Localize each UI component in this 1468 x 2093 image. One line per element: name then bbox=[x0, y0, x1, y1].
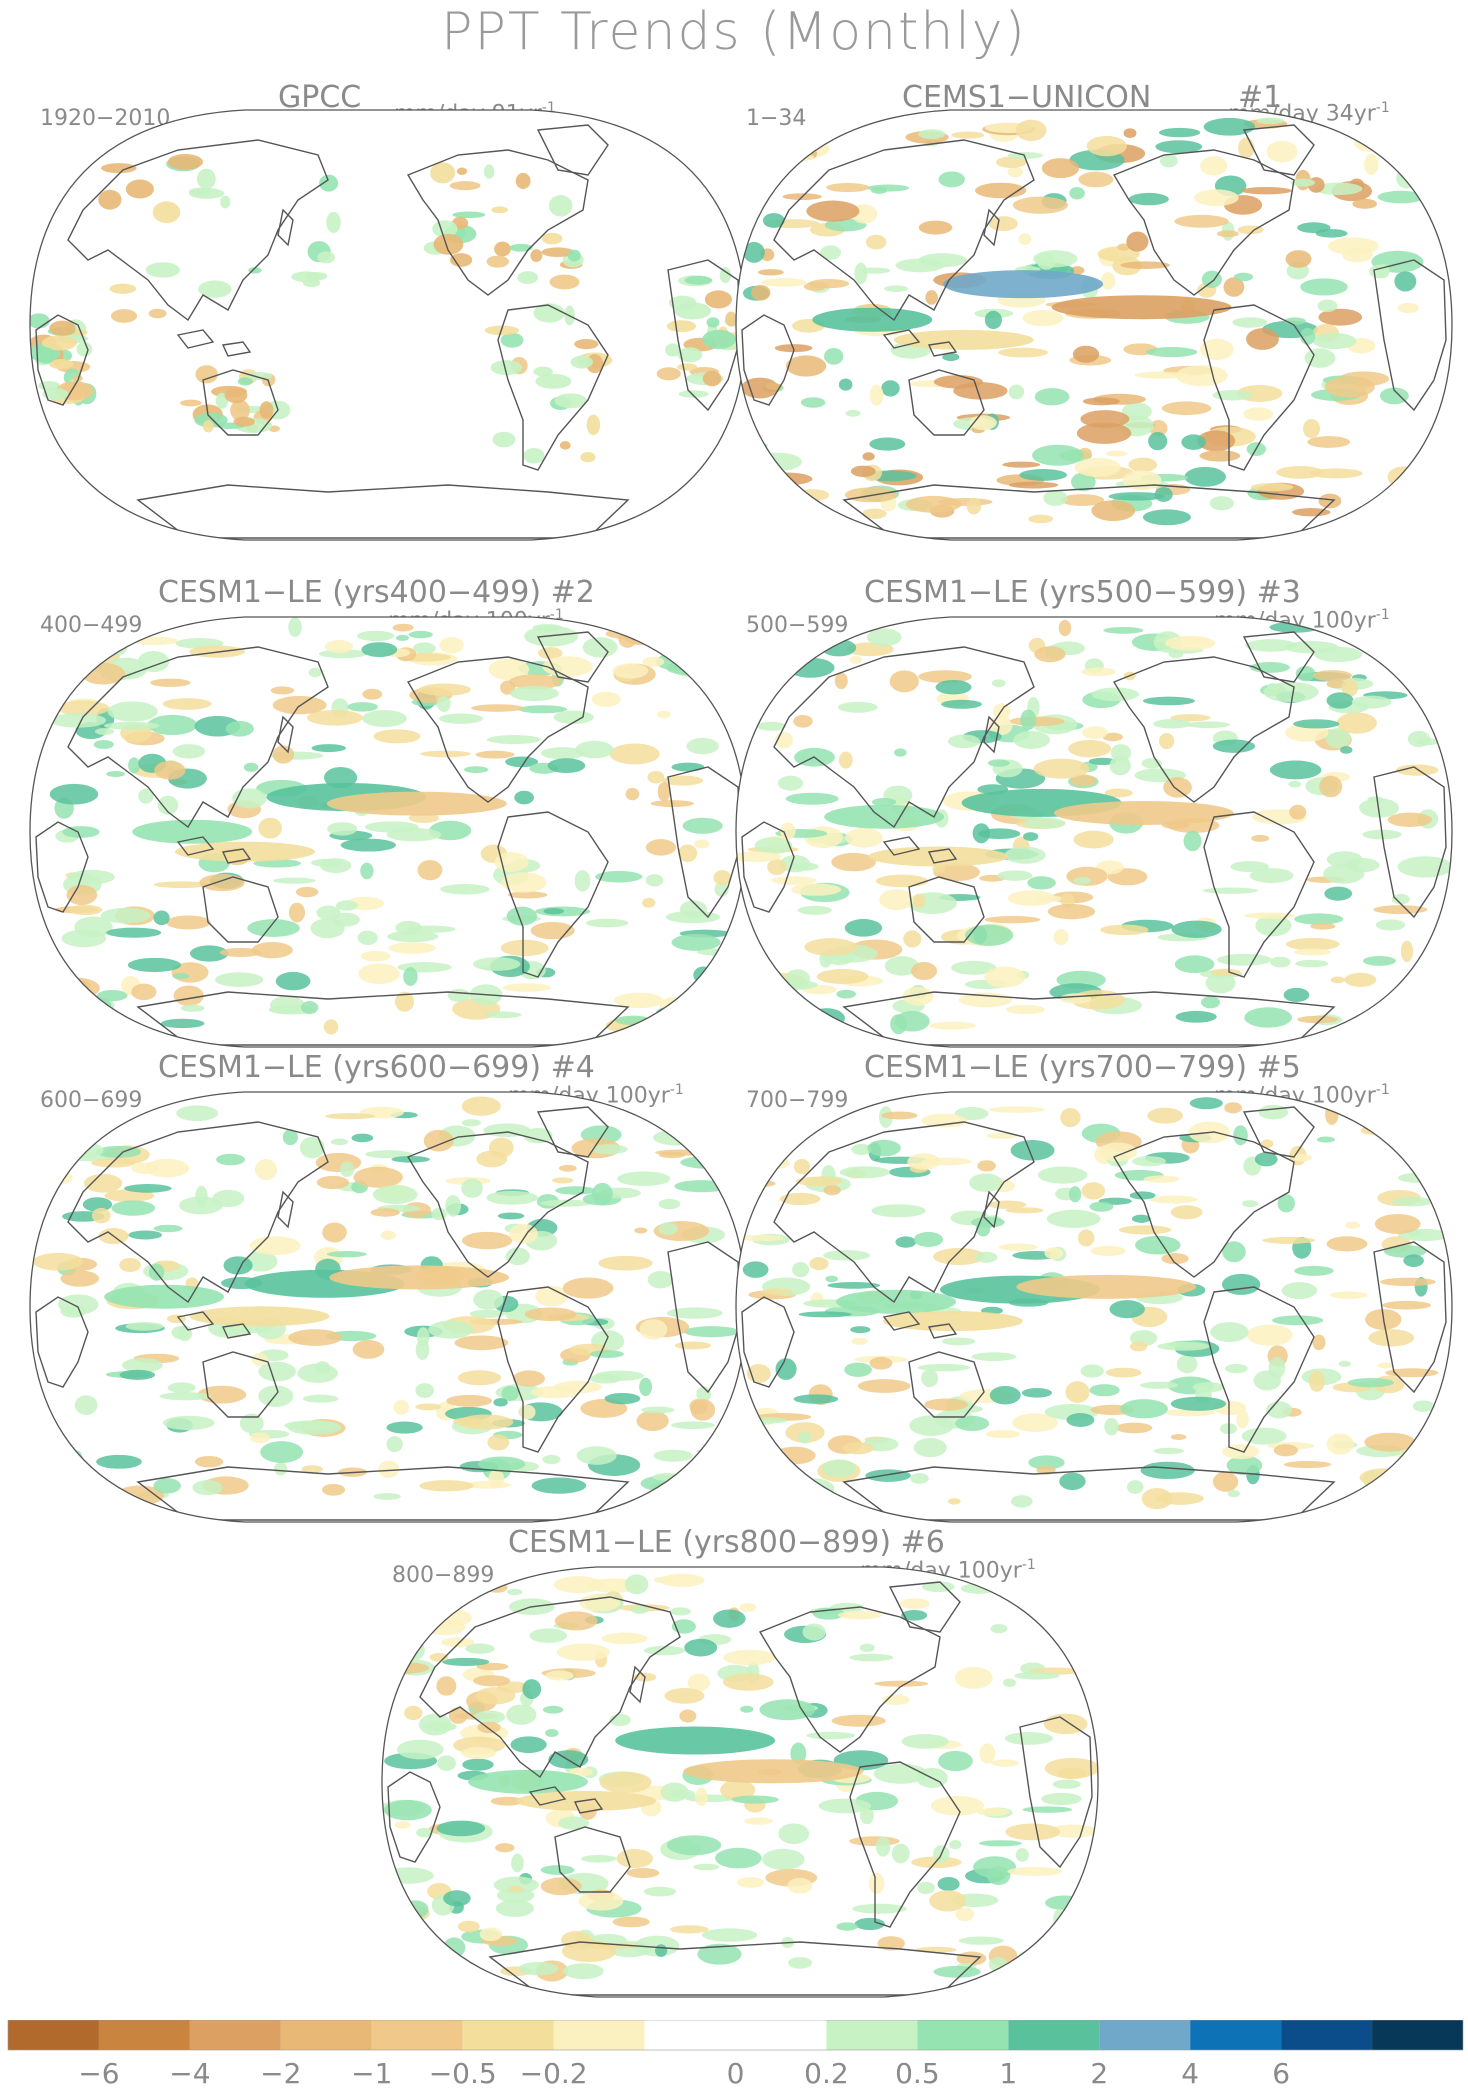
map-panel-cesm1-le-3: CESM1−LE (yrs500−599) #3 500−599 mm/day … bbox=[734, 575, 1454, 1048]
panel-years: 800−899 bbox=[392, 1563, 495, 1588]
colorbar-swatch bbox=[189, 2020, 281, 2050]
colorbar-tick-label: −2 bbox=[260, 2057, 301, 2090]
panel-number: #1 bbox=[1238, 80, 1283, 115]
panel-title: GPCC bbox=[278, 80, 362, 115]
colorbar-swatch bbox=[98, 2020, 190, 2050]
main-title: PPT Trends (Monthly) bbox=[441, 2, 1027, 62]
panel-years: 700−799 bbox=[746, 1088, 849, 1113]
map-panel-cesm1-le-2: CESM1−LE (yrs400−499) #2 400−499 mm/day … bbox=[28, 575, 748, 1048]
colorbar-swatch bbox=[1190, 2020, 1282, 2050]
colorbar-tick-label: 0 bbox=[727, 2057, 745, 2090]
panel-title: CESM1−LE (yrs500−599) #3 bbox=[864, 575, 1301, 610]
colorbar-tick-label: −6 bbox=[78, 2057, 119, 2090]
map-frame bbox=[735, 616, 1453, 1048]
colorbar-swatch bbox=[1008, 2020, 1100, 2050]
map-frame bbox=[381, 1566, 1099, 1998]
colorbar: −6 −4 −2 −1 −0.5 −0.2 0 0.2 0.5 1 2 4 6 bbox=[7, 2020, 1464, 2090]
colorbar-tick-label: −0.5 bbox=[429, 2057, 497, 2090]
colorbar-swatch bbox=[1099, 2020, 1191, 2050]
colorbar-swatch bbox=[1281, 2020, 1373, 2050]
colorbar-swatch bbox=[1372, 2020, 1463, 2050]
colorbar-swatch bbox=[8, 2020, 99, 2050]
trend-shading bbox=[381, 1573, 1098, 1982]
colorbar-tick-label: 0.5 bbox=[895, 2057, 940, 2090]
world-map bbox=[735, 1091, 1453, 1523]
world-map bbox=[29, 109, 747, 541]
panel-years: 1−34 bbox=[746, 106, 807, 131]
trend-shading bbox=[29, 154, 746, 464]
panel-years: 400−499 bbox=[40, 613, 143, 638]
colorbar-tick-label: −1 bbox=[351, 2057, 392, 2090]
panel-years: 1920−2010 bbox=[40, 106, 171, 131]
map-panel-cesm1-le-4: CESM1−LE (yrs600−699) #4 600−699 mm/day … bbox=[28, 1050, 748, 1523]
map-frame bbox=[29, 109, 747, 541]
coastlines bbox=[741, 631, 1447, 1046]
panel-years: 600−699 bbox=[40, 1088, 143, 1113]
colorbar-swatch bbox=[644, 2020, 736, 2050]
colorbar-swatch bbox=[735, 2020, 827, 2050]
colorbar-tick-label: 2 bbox=[1090, 2057, 1108, 2090]
colorbar-swatch bbox=[371, 2020, 463, 2050]
coastlines bbox=[35, 631, 741, 1046]
colorbar-swatch bbox=[917, 2020, 1009, 2050]
map-panel-gpcc: GPCC 1920−2010 mm/day 91yr-1 bbox=[28, 80, 748, 541]
panel-title: CESM1−LE (yrs400−499) #2 bbox=[158, 575, 595, 610]
panel-title: CESM1−LE (yrs800−899) #6 bbox=[508, 1525, 945, 1560]
map-frame bbox=[735, 109, 1453, 541]
coastlines bbox=[741, 124, 1447, 539]
colorbar-tick-label: 4 bbox=[1181, 2057, 1199, 2090]
colorbar-tick-label: 0.2 bbox=[804, 2057, 849, 2090]
map-frame bbox=[29, 616, 747, 1048]
map-frame bbox=[735, 1091, 1453, 1523]
map-panel-cems1-unicon: CEMS1−UNICON #1 1−34 mm/day 34yr-1 bbox=[734, 80, 1454, 541]
colorbar-tick-label: −4 bbox=[169, 2057, 210, 2090]
coastlines bbox=[741, 1106, 1447, 1521]
world-map bbox=[381, 1566, 1099, 1998]
world-map bbox=[29, 1091, 747, 1523]
coastlines bbox=[35, 124, 741, 539]
map-panel-cesm1-le-5: CESM1−LE (yrs700−799) #5 700−799 mm/day … bbox=[734, 1050, 1454, 1523]
panel-title: CESM1−LE (yrs600−699) #4 bbox=[158, 1050, 595, 1085]
coastlines bbox=[387, 1581, 1093, 1996]
world-map bbox=[735, 109, 1453, 541]
map-frame bbox=[29, 1091, 747, 1523]
coastlines bbox=[35, 1106, 741, 1521]
colorbar-tick-label: 6 bbox=[1272, 2057, 1290, 2090]
colorbar-swatch bbox=[280, 2020, 372, 2050]
colorbar-swatch bbox=[462, 2020, 554, 2050]
colorbar-swatch bbox=[826, 2020, 918, 2050]
colorbar-swatch bbox=[553, 2020, 645, 2050]
panel-title: CESM1−LE (yrs700−799) #5 bbox=[864, 1050, 1301, 1085]
panel-years: 500−599 bbox=[746, 613, 849, 638]
world-map bbox=[29, 616, 747, 1048]
colorbar-tick-label: 1 bbox=[999, 2057, 1017, 2090]
world-map bbox=[735, 616, 1453, 1048]
colorbar-tick-label: −0.2 bbox=[520, 2057, 588, 2090]
map-panel-cesm1-le-6: CESM1−LE (yrs800−899) #6 800−899 mm/day … bbox=[380, 1525, 1100, 1998]
panel-title: CEMS1−UNICON bbox=[902, 80, 1152, 115]
